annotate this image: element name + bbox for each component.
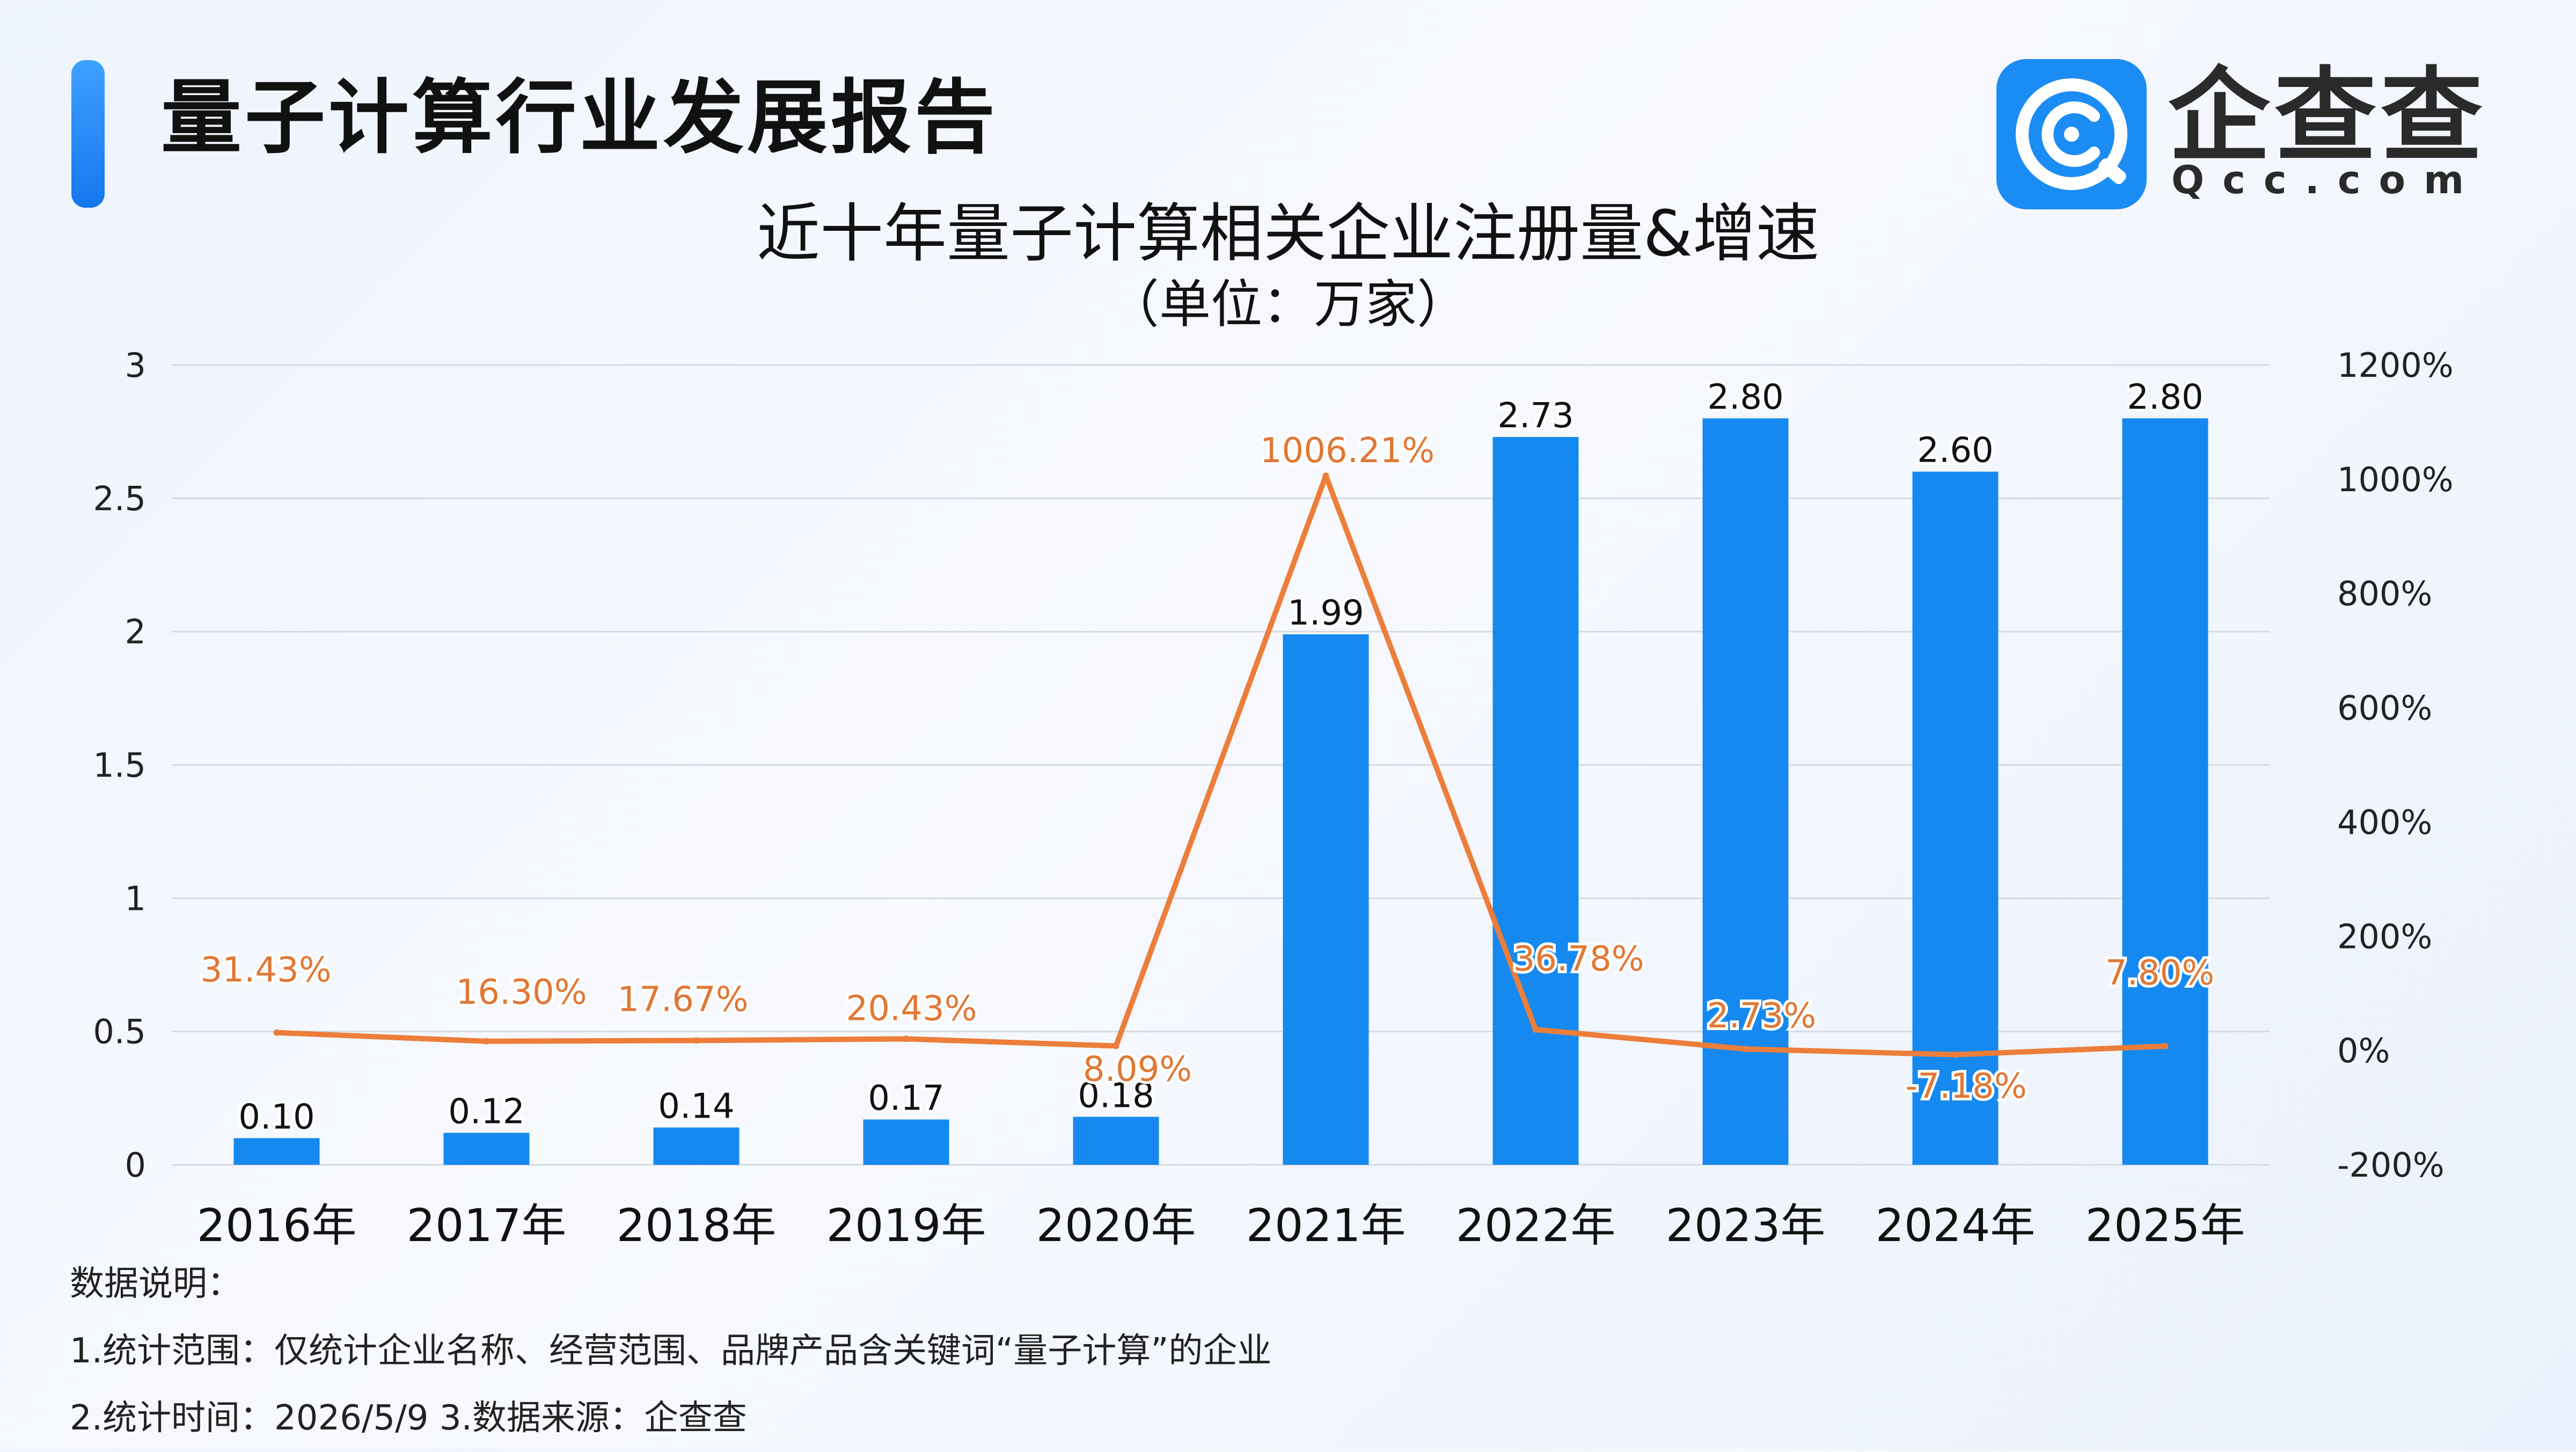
y-right-tick-label: 1000% [2337,460,2454,499]
bar-value-label: 2.80 [2127,377,2204,417]
data-notes: 数据说明： 1.统计范围：仅统计企业名称、经营范围、品牌产品含关键词“量子计算”… [70,1251,1271,1452]
growth-point [273,1029,280,1036]
y-right-tick-label: 1200% [2337,346,2454,385]
logo-url: Qcc.com [2171,157,2483,202]
bar-value-label: 2.73 [1497,396,1574,436]
y-left-tick-label: 1 [125,879,146,918]
growth-value-label: 8.09% [1083,1050,1192,1090]
bar [443,1133,530,1165]
growth-value-label: 17.67% [617,980,748,1019]
growth-value-label: 1006.21% [1260,431,1435,471]
y-left-tick-label: 0 [125,1145,146,1185]
bar [1702,418,1789,1165]
growth-point [693,1037,700,1044]
y-left-tick-label: 2 [125,612,146,652]
bar-value-label: 2.60 [1917,431,1994,471]
growth-point [1322,472,1329,479]
growth-value-label: -7.18% [1905,1067,2026,1106]
chart-title: 近十年量子计算相关企业注册量&增速 [756,196,1819,271]
bar [2122,418,2208,1165]
growth-value-label: 20.43% [846,989,977,1028]
y-left-tick-label: 1.5 [93,746,146,785]
bar [1912,471,1999,1165]
notes-line-1: 1.统计范围：仅统计企业名称、经营范围、品牌产品含关键词“量子计算”的企业 [70,1331,1272,1371]
bar [863,1119,949,1165]
x-category-label: 2025年 [2085,1199,2245,1252]
y-right-tick-label: -200% [2337,1145,2445,1185]
y-left-tick-label: 3 [125,346,146,385]
x-category-label: 2018年 [617,1199,777,1252]
x-category-label: 2019年 [826,1199,986,1252]
growth-point [903,1035,910,1042]
y-right-tick-label: 600% [2337,689,2432,728]
growth-value-label: 36.78% [1513,939,1644,979]
bar-value-label: 1.99 [1287,594,1364,633]
title-accent-bar [71,60,105,208]
bar-value-label: 0.14 [658,1086,735,1126]
x-category-label: 2016年 [197,1199,357,1252]
x-category-label: 2017年 [407,1199,567,1252]
bar [653,1127,740,1165]
bar [233,1138,320,1165]
y-right-tick-label: 0% [2337,1031,2390,1070]
logo-name: 企查查 [2168,57,2487,176]
chart-subtitle: （单位：万家） [1108,274,1468,334]
growth-value-label: 31.43% [200,951,331,990]
bar [1073,1117,1159,1165]
y-left-tick-label: 2.5 [93,479,146,518]
x-category-label: 2021年 [1246,1199,1406,1252]
bar [1283,634,1369,1165]
growth-point [1742,1046,1749,1053]
notes-line-2: 2.统计时间：2026/5/9 3.数据来源：企查查 [70,1398,747,1438]
growth-point [1113,1042,1119,1049]
x-category-label: 2020年 [1036,1199,1196,1252]
growth-point [1532,1026,1539,1033]
growth-value-label: 16.30% [456,973,587,1012]
bar-value-label: 0.12 [448,1092,525,1132]
report-title: 量子计算行业发展报告 [161,71,999,165]
growth-value-label: 7.80% [2105,953,2214,993]
growth-point [1952,1051,1959,1058]
growth-point [2162,1042,2169,1049]
x-category-label: 2022年 [1456,1199,1616,1252]
bar-value-label: 2.80 [1707,377,1784,417]
qcc-logo-icon [1996,59,2147,209]
growth-value-label: 2.73% [1707,996,1816,1036]
bar-value-label: 0.10 [238,1097,315,1137]
y-right-tick-label: 200% [2337,917,2432,956]
x-category-label: 2024年 [1876,1199,2036,1252]
growth-line [276,473,2165,1057]
y-right-tick-label: 800% [2337,574,2432,614]
x-category-label: 2023年 [1666,1199,1826,1252]
y-left-tick-label: 0.5 [93,1012,146,1052]
growth-point [483,1038,490,1045]
y-right-tick-label: 400% [2337,802,2432,842]
bar-value-label: 0.17 [868,1079,945,1119]
bar-value-label: 0.18 [1078,1076,1154,1116]
bar [1492,437,1579,1165]
notes-heading: 数据说明： [70,1264,241,1304]
